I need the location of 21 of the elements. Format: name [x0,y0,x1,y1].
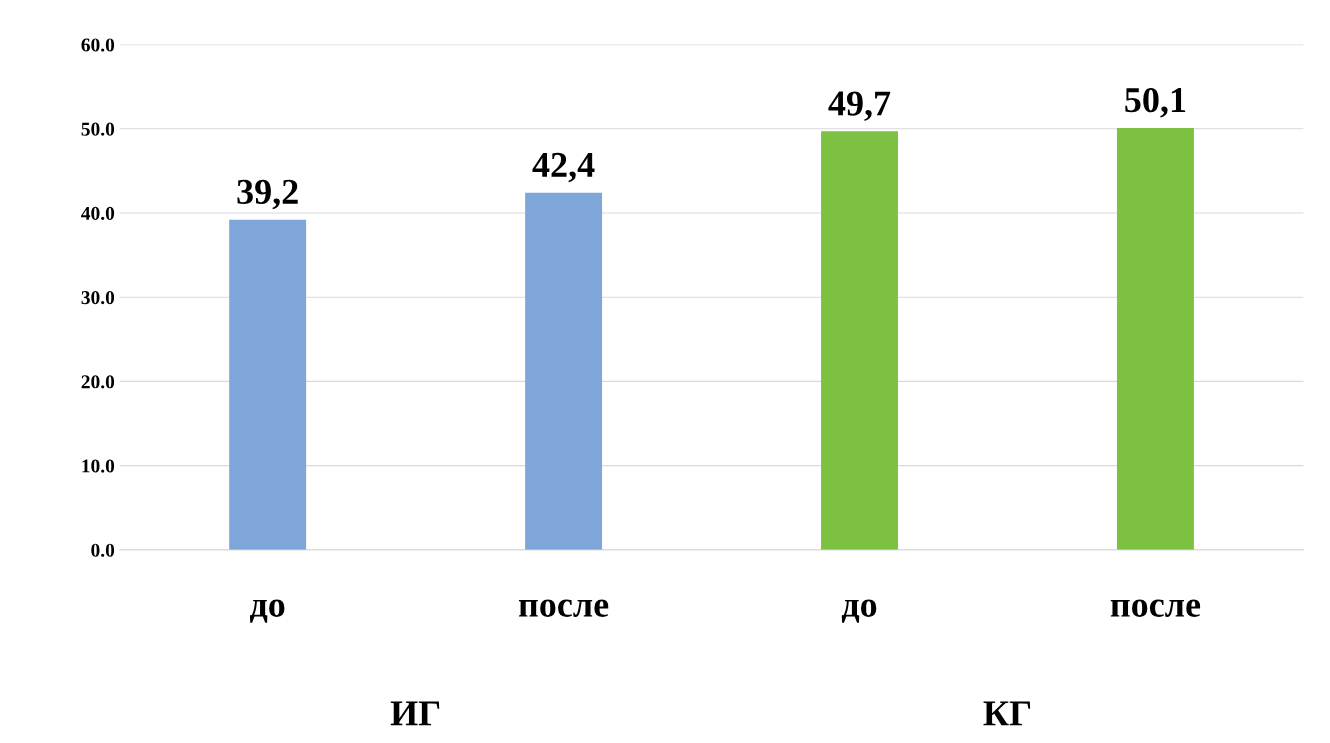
data-label: 39,2 [237,179,298,210]
x-tick-label: до [841,599,877,623]
bar [1116,127,1194,550]
y-tick-label: 40.0 [81,206,115,221]
bar [525,192,603,550]
bar [229,219,307,550]
bar [821,131,898,550]
text: КГ [983,701,1031,726]
y-tick-label: 0.0 [91,543,115,557]
y-tick-label: 30.0 [81,291,115,305]
text: ИГ [390,701,440,726]
data-label: 49,7 [828,91,891,121]
x-tick-label: до [249,599,285,623]
y-tick-label: 10.0 [82,459,115,473]
x-tick-label: после [518,599,609,617]
data-label: 50,1 [1125,87,1186,118]
y-tick-label: 60.0 [81,38,115,52]
y-tick-label: 20.0 [81,375,115,389]
y-tick-label: 50.0 [81,122,115,136]
data-label: 42,4 [532,152,595,183]
x-tick-label: после [1110,599,1201,617]
